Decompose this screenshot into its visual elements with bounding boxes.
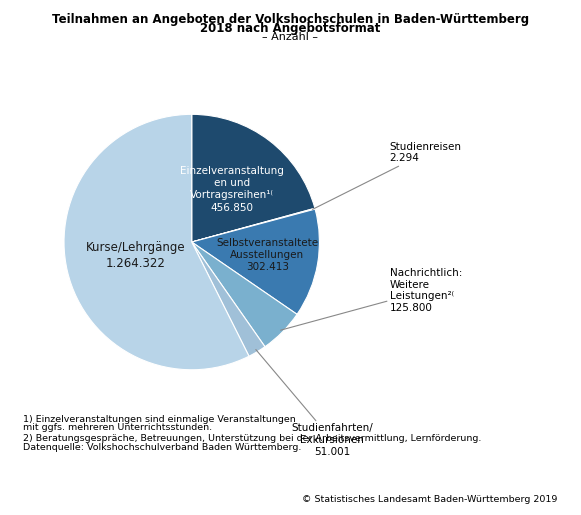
Text: Selbstveranstaltete
Ausstellungen
302.413: Selbstveranstaltete Ausstellungen 302.41…: [216, 237, 318, 272]
Wedge shape: [192, 209, 320, 314]
Text: Studienfahrten/
Exkursionen
51.001: Studienfahrten/ Exkursionen 51.001: [256, 350, 373, 457]
Wedge shape: [192, 242, 265, 356]
Text: Datenquelle: Volkshochschulverband Baden Württemberg.: Datenquelle: Volkshochschulverband Baden…: [23, 443, 302, 452]
Text: 1) Einzelveranstaltungen sind einmalige Veranstaltungen: 1) Einzelveranstaltungen sind einmalige …: [23, 415, 296, 423]
Wedge shape: [192, 208, 315, 242]
Text: mit ggfs. mehreren Unterrichtsstunden.: mit ggfs. mehreren Unterrichtsstunden.: [23, 423, 213, 432]
Text: © Statistisches Landesamt Baden-Württemberg 2019: © Statistisches Landesamt Baden-Württemb…: [302, 495, 558, 504]
Text: Studienreisen
2.294: Studienreisen 2.294: [313, 142, 462, 209]
Wedge shape: [192, 114, 315, 242]
Text: Kurse/Lehrgänge
1.264.322: Kurse/Lehrgänge 1.264.322: [86, 241, 185, 270]
Text: 2) Beratungsgespräche, Betreuungen, Unterstützung bei der Arbeitsvermittlung, Le: 2) Beratungsgespräche, Betreuungen, Unte…: [23, 434, 482, 442]
Wedge shape: [64, 114, 249, 370]
Text: Nachrichtlich:
Weitere
Leistungen²⁽
125.800: Nachrichtlich: Weitere Leistungen²⁽ 125.…: [281, 268, 462, 330]
Text: 2018 nach Angebotsformat: 2018 nach Angebotsformat: [200, 22, 381, 35]
Text: Einzelveranstaltung
en und
Vortragsreihen¹⁽
456.850: Einzelveranstaltung en und Vortragsreihe…: [180, 166, 284, 213]
Text: Teilnahmen an Angeboten der Volkshochschulen in Baden-Württemberg: Teilnahmen an Angeboten der Volkshochsch…: [52, 13, 529, 26]
Text: – Anzahl –: – Anzahl –: [263, 32, 318, 42]
Wedge shape: [192, 242, 297, 347]
